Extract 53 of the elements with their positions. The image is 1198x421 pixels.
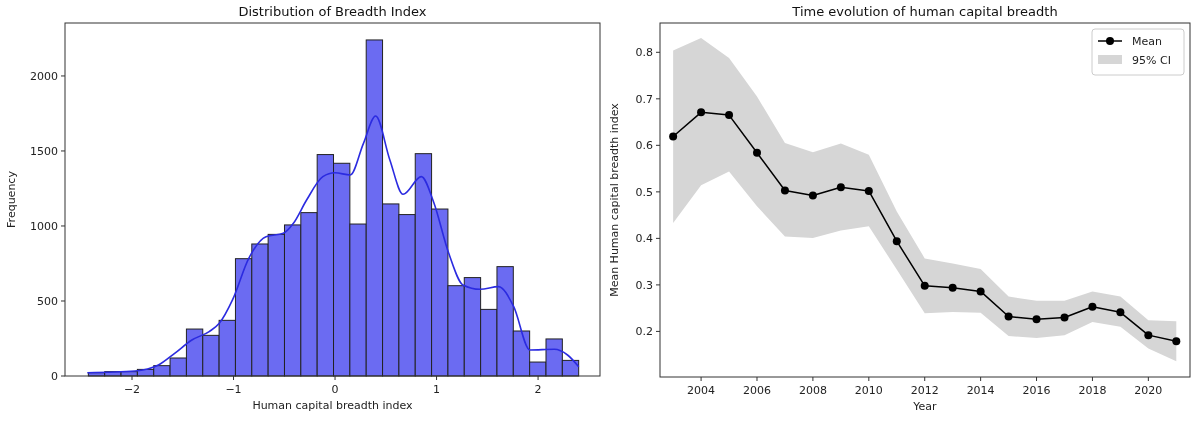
y-tick-label: 500 bbox=[37, 294, 58, 308]
x-tick-label: 1 bbox=[433, 383, 441, 396]
x-tick-label: 2018 bbox=[1078, 384, 1107, 397]
point bbox=[892, 237, 901, 246]
point bbox=[808, 191, 817, 200]
point bbox=[948, 283, 957, 292]
point bbox=[1004, 312, 1013, 321]
x-tick-label: −2 bbox=[123, 383, 141, 396]
y-tick-label: 1500 bbox=[30, 144, 58, 158]
y-tick-label: 0.5 bbox=[635, 185, 653, 199]
point bbox=[1060, 313, 1069, 322]
point bbox=[1172, 337, 1181, 346]
point bbox=[1116, 308, 1125, 317]
x-tick-label: 2014 bbox=[966, 384, 995, 397]
point bbox=[836, 183, 845, 192]
point bbox=[1088, 302, 1097, 311]
y-tick-label: 1000 bbox=[30, 219, 58, 233]
x-tick-label: −1 bbox=[225, 383, 242, 396]
x-tick-label: 2 bbox=[534, 383, 542, 396]
point bbox=[1144, 331, 1153, 340]
point bbox=[697, 108, 706, 117]
y-tick-label: 0.2 bbox=[635, 325, 653, 339]
y-tick-label: 2000 bbox=[30, 69, 58, 83]
point bbox=[920, 281, 929, 290]
point bbox=[725, 111, 734, 120]
x-tick-label: 0 bbox=[331, 383, 339, 396]
x-tick-label: 2020 bbox=[1134, 384, 1163, 397]
x-axis-title: Human capital breadth index bbox=[252, 399, 414, 412]
x-tick-label: 2008 bbox=[798, 384, 827, 397]
y-tick-label: 0.7 bbox=[635, 92, 653, 106]
point bbox=[780, 186, 789, 195]
y-tick-label: 0.6 bbox=[635, 139, 653, 153]
y-tick-label: 0.4 bbox=[635, 232, 653, 246]
x-tick-label: 2012 bbox=[910, 384, 939, 397]
annotation: 95% CI bbox=[1132, 54, 1171, 67]
legend-label: Mean bbox=[1132, 35, 1162, 48]
y-axis-title: Mean Human capital breadth index bbox=[608, 102, 621, 297]
point bbox=[864, 186, 873, 195]
x-tick-label: 2004 bbox=[687, 384, 716, 397]
point bbox=[1032, 315, 1041, 324]
point bbox=[976, 287, 985, 296]
x-tick-label: 2016 bbox=[1022, 384, 1051, 397]
chart-title: Distribution of Breadth Index bbox=[238, 4, 427, 19]
y-tick-label: 0.8 bbox=[635, 46, 653, 60]
point bbox=[669, 132, 678, 141]
y-axis-title: Frequency bbox=[5, 170, 18, 228]
x-tick-label: 2006 bbox=[743, 384, 771, 397]
y-tick-label: 0.3 bbox=[635, 278, 653, 292]
chart-title: Time evolution of human capital breadth bbox=[791, 4, 1058, 19]
x-axis-title: Year bbox=[912, 400, 938, 413]
point bbox=[753, 148, 761, 157]
y-tick-label: 0 bbox=[51, 370, 58, 383]
x-tick-label: 2010 bbox=[854, 384, 883, 397]
